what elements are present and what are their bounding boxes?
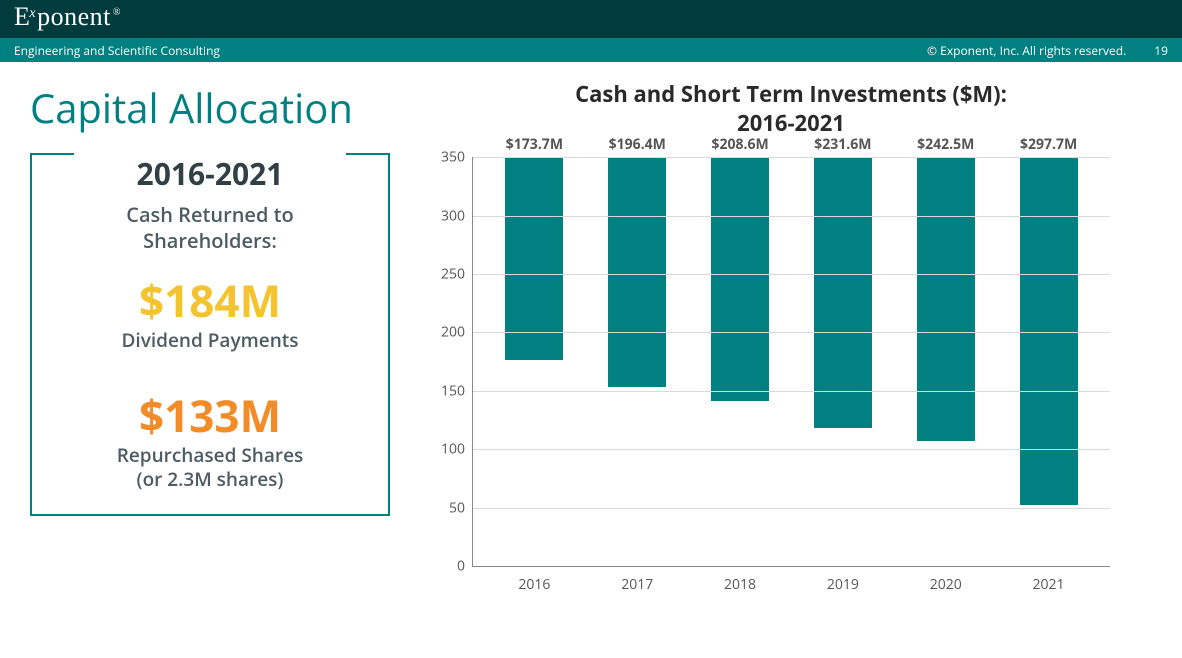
bar: $208.6M: [711, 157, 769, 401]
plot-area: $173.7M2016$196.4M2017$208.6M2018$231.6M…: [472, 157, 1110, 567]
bar-value-label: $231.6M: [814, 135, 871, 154]
right-column: Cash and Short Term Investments ($M): 20…: [390, 80, 1162, 648]
bar-value-label: $173.7M: [506, 135, 563, 154]
brand-reg: ®: [113, 7, 121, 18]
ytick-label: 150: [425, 381, 465, 400]
gridline: [473, 274, 1110, 275]
gridline: [473, 157, 1110, 158]
subheading-line1: Cash Returned to: [126, 201, 293, 228]
bars-container: $173.7M2016$196.4M2017$208.6M2018$231.6M…: [473, 157, 1110, 566]
bar: $196.4M: [608, 157, 666, 387]
bar: $297.7M: [1020, 157, 1078, 505]
xtick-label: 2021: [1033, 575, 1065, 594]
brand-sup: x: [29, 6, 36, 21]
tagline: Engineering and Scientific Consulting: [14, 42, 220, 59]
chart-title-line2: 2016-2021: [737, 108, 845, 138]
bar-chart: $173.7M2016$196.4M2017$208.6M2018$231.6M…: [420, 147, 1120, 607]
bar-slot: $297.7M2021: [997, 157, 1100, 566]
bar-value-label: $242.5M: [917, 135, 974, 154]
gridline: [473, 332, 1110, 333]
gridline: [473, 449, 1110, 450]
stat-repurchase-value: $133M: [44, 393, 376, 437]
ytick-label: 100: [425, 440, 465, 459]
bar-slot: $208.6M2018: [689, 157, 792, 566]
bar-value-label: $208.6M: [711, 135, 768, 154]
slide-content: Capital Allocation 2016-2021 Cash Return…: [0, 62, 1182, 658]
xtick-label: 2017: [621, 575, 653, 594]
ytick-label: 0: [425, 557, 465, 576]
stat-dividends-label: Dividend Payments: [44, 328, 376, 353]
stat-repurchase-label: Repurchased Shares (or 2.3M shares): [44, 443, 376, 492]
stat-repurchase-label-line1: Repurchased Shares: [117, 442, 304, 468]
header-top: Exponent®: [0, 0, 1182, 38]
bar-value-label: $196.4M: [609, 135, 666, 154]
ytick-label: 200: [425, 323, 465, 342]
gridline: [473, 391, 1110, 392]
stat-repurchase-wrap: $133M Repurchased Shares (or 2.3M shares…: [44, 393, 376, 492]
ytick-label: 250: [425, 265, 465, 284]
chart-title-line1: Cash and Short Term Investments ($M):: [575, 79, 1007, 109]
gridline: [473, 508, 1110, 509]
bar-slot: $242.5M2020: [894, 157, 997, 566]
header-bar: Engineering and Scientific Consulting © …: [0, 38, 1182, 62]
subheading-line2: Shareholders:: [143, 227, 277, 254]
gridline: [473, 216, 1110, 217]
bar-slot: $173.7M2016: [483, 157, 586, 566]
stat-dividends-value: $184M: [44, 278, 376, 322]
brand-logo: Exponent®: [14, 2, 121, 31]
ytick-label: 300: [425, 206, 465, 225]
ytick-label: 50: [425, 498, 465, 517]
brand-prefix: E: [14, 2, 30, 31]
xtick-label: 2020: [930, 575, 962, 594]
stat-repurchase-label-line2: (or 2.3M shares): [137, 466, 284, 492]
chart-title: Cash and Short Term Investments ($M): 20…: [420, 80, 1162, 137]
left-column: Capital Allocation 2016-2021 Cash Return…: [30, 80, 390, 648]
bar-slot: $196.4M2017: [586, 157, 689, 566]
bar: $231.6M: [814, 157, 872, 428]
bar-value-label: $297.7M: [1020, 135, 1077, 154]
page-number: 19: [1154, 42, 1168, 59]
xtick-label: 2019: [827, 575, 859, 594]
ytick-label: 350: [425, 148, 465, 167]
subheading: Cash Returned to Shareholders:: [44, 202, 376, 254]
stats-box: 2016-2021 Cash Returned to Shareholders:…: [30, 153, 390, 516]
bar: $173.7M: [505, 157, 563, 360]
bar-slot: $231.6M2019: [791, 157, 894, 566]
brand-suffix: ponent: [37, 2, 111, 31]
slide-title: Capital Allocation: [30, 80, 390, 135]
copyright: © Exponent, Inc. All rights reserved.: [927, 42, 1126, 59]
xtick-label: 2016: [518, 575, 550, 594]
bar: $242.5M: [917, 157, 975, 440]
xtick-label: 2018: [724, 575, 756, 594]
period-title: 2016-2021: [129, 153, 292, 194]
